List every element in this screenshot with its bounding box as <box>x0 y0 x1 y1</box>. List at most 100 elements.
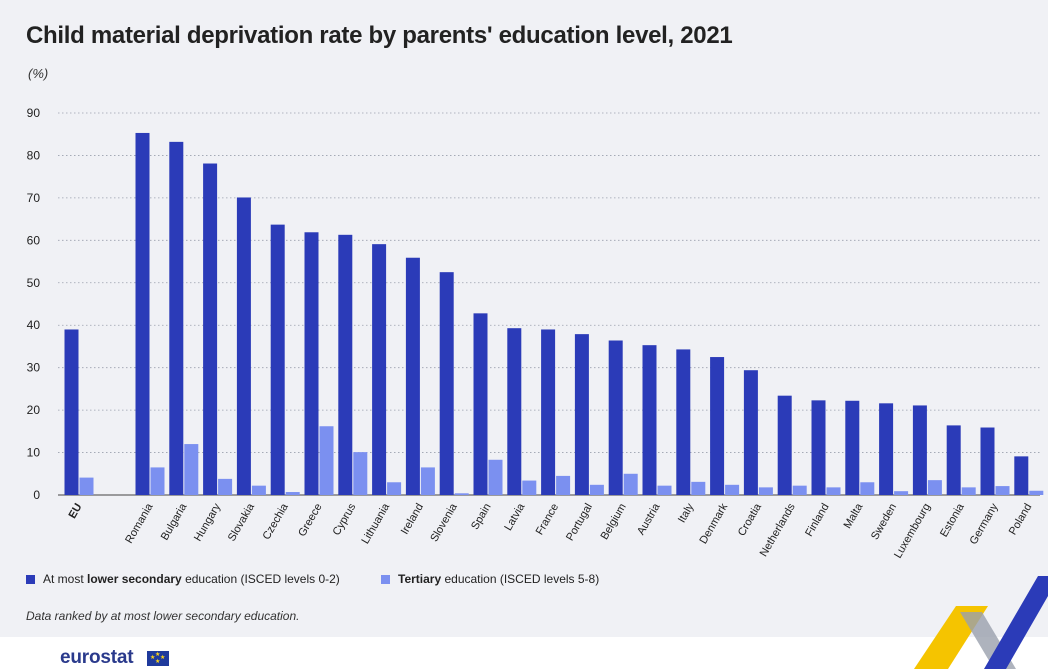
y-tick-label: 0 <box>33 488 40 502</box>
bar-tertiary-luxembourg <box>927 480 942 495</box>
bar-tertiary-slovakia <box>251 485 266 495</box>
y-tick-label: 10 <box>27 446 41 460</box>
bar-tertiary-bulgaria <box>184 444 199 495</box>
chart-title: Child material deprivation rate by paren… <box>26 22 733 49</box>
bar-lower-secondary-lithuania <box>372 244 387 495</box>
bar-tertiary-sweden <box>894 491 909 495</box>
y-tick-label: 20 <box>27 403 41 417</box>
bar-lower-secondary-belgium <box>608 340 623 495</box>
bar-lower-secondary-austria <box>642 345 657 495</box>
x-tick-label: Poland <box>1007 502 1035 538</box>
y-tick-label: 80 <box>27 148 41 162</box>
x-tick-label: Slovenia <box>428 501 460 544</box>
x-tick-label: Portugal <box>564 502 595 543</box>
x-tick-label: Lithuania <box>359 501 392 546</box>
bar-lower-secondary-greece <box>304 232 319 495</box>
eu-flag-icon: ★ ★ ★ ★ <box>147 651 169 666</box>
bar-lower-secondary-france <box>541 329 556 495</box>
bar-lower-secondary-denmark <box>710 357 725 495</box>
bar-lower-secondary-germany <box>980 427 995 495</box>
bar-lower-secondary-sweden <box>879 403 894 495</box>
x-tick-label: Hungary <box>192 501 223 543</box>
bar-lower-secondary-estonia <box>946 425 961 495</box>
eurostat-logo: eurostat <box>60 647 134 668</box>
bar-tertiary-poland <box>1029 490 1044 495</box>
bar-tertiary-croatia <box>758 487 773 495</box>
x-tick-label: Czechia <box>261 501 292 542</box>
bar-tertiary-germany <box>995 486 1010 495</box>
legend-label-tertiary: Tertiary education (ISCED levels 5-8) <box>398 572 600 586</box>
x-tick-label: Greece <box>296 502 324 539</box>
bar-tertiary-romania <box>150 467 165 495</box>
legend-item-lower-secondary: At most lower secondary education (ISCED… <box>26 572 340 586</box>
bar-tertiary-finland <box>826 487 841 495</box>
bar-lower-secondary-portugal <box>574 334 589 495</box>
bar-lower-secondary-slovenia <box>439 272 454 495</box>
x-tick-label: Romania <box>123 501 156 546</box>
x-tick-label: Austria <box>635 501 663 537</box>
bar-lower-secondary-eu <box>64 329 79 495</box>
bar-lower-secondary-finland <box>811 400 826 495</box>
x-tick-label: France <box>534 502 562 538</box>
x-tick-label: Bulgaria <box>159 501 190 543</box>
y-tick-label: 40 <box>27 318 41 332</box>
bar-tertiary-ireland <box>420 467 435 495</box>
bar-tertiary-malta <box>860 482 875 495</box>
footnote: Data ranked by at most lower secondary e… <box>26 609 300 623</box>
bar-lower-secondary-czechia <box>270 224 285 495</box>
x-tick-label: Croatia <box>736 501 765 538</box>
bar-lower-secondary-netherlands <box>777 395 792 495</box>
x-tick-label: Spain <box>469 502 493 532</box>
legend-label-lower-secondary: At most lower secondary education (ISCED… <box>43 572 340 586</box>
bar-lower-secondary-ireland <box>405 257 420 495</box>
x-tick-label: Italy <box>676 501 697 525</box>
y-tick-label: 30 <box>27 361 41 375</box>
bar-lower-secondary-bulgaria <box>169 141 184 495</box>
bar-tertiary-portugal <box>589 484 604 495</box>
bar-tertiary-latvia <box>522 480 537 495</box>
bar-tertiary-cyprus <box>353 452 368 495</box>
bar-tertiary-spain <box>488 459 503 495</box>
bar-lower-secondary-romania <box>135 132 150 495</box>
bar-tertiary-netherlands <box>792 485 807 495</box>
bar-lower-secondary-luxembourg <box>912 405 927 495</box>
x-tick-label: Belgium <box>599 502 629 542</box>
x-tick-label: Sweden <box>869 502 899 542</box>
deco-blue-stripe <box>984 576 1048 669</box>
bar-tertiary-austria <box>657 485 672 495</box>
legend-swatch-tertiary <box>381 574 390 584</box>
y-tick-label: 60 <box>27 233 41 247</box>
x-tick-label: Denmark <box>697 501 730 546</box>
x-tick-label: Ireland <box>399 502 426 537</box>
x-tick-label: Netherlands <box>758 501 798 559</box>
brand-decoration <box>914 576 1048 669</box>
bar-tertiary-eu <box>79 477 94 495</box>
bar-tertiary-belgium <box>623 473 638 495</box>
bar-lower-secondary-spain <box>473 313 488 495</box>
bar-tertiary-estonia <box>961 487 976 495</box>
bar-lower-secondary-cyprus <box>338 234 353 495</box>
x-tick-label: EU <box>67 501 85 520</box>
x-tick-label: Estonia <box>938 501 967 540</box>
x-tick-label: Germany <box>968 501 1001 547</box>
x-tick-label: Finland <box>803 502 831 539</box>
bar-lower-secondary-croatia <box>743 370 758 495</box>
bar-lower-secondary-italy <box>676 349 691 495</box>
bar-tertiary-czechia <box>285 492 300 495</box>
bar-tertiary-italy <box>691 481 706 495</box>
bar-lower-secondary-slovakia <box>236 197 251 495</box>
bar-tertiary-france <box>556 475 571 495</box>
legend-item-tertiary: Tertiary education (ISCED levels 5-8) <box>381 572 599 586</box>
x-tick-label: Latvia <box>502 501 528 533</box>
x-tick-label: Malta <box>842 501 866 531</box>
unit-label: (%) <box>28 66 49 81</box>
x-axis-tick-labels: EU Romania Bulgaria Hungary Slovakia Czechia G… <box>67 501 1035 561</box>
bar-lower-secondary-malta <box>845 400 860 495</box>
bar-tertiary-hungary <box>218 478 233 495</box>
bar-tertiary-denmark <box>725 484 740 495</box>
bar-lower-secondary-latvia <box>507 328 522 495</box>
y-tick-label: 50 <box>27 276 41 290</box>
bar-chart: 0 10 20 30 40 50 60 70 80 90 EU Romania Bulgaria Hun… <box>27 106 1044 561</box>
bar-tertiary-lithuania <box>387 482 402 495</box>
y-axis-ticks: 0 10 20 30 40 50 60 70 80 90 <box>27 106 41 502</box>
